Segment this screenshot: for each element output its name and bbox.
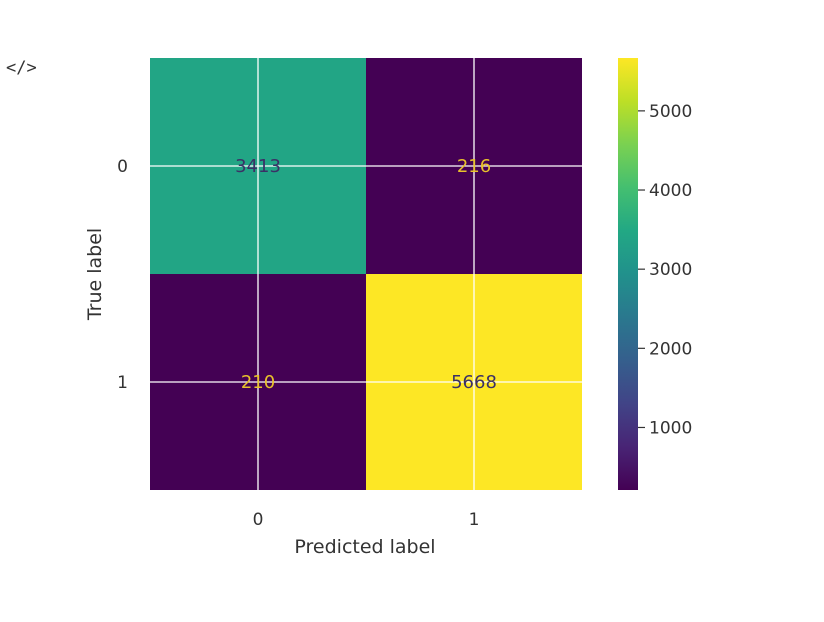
colorbar-tick-label: 3000 [649,260,692,280]
y-tick-label: 1 [117,373,128,393]
heatmap-cells [150,58,582,490]
colorbar-tick-label: 4000 [649,181,692,201]
code-icon[interactable]: </> [6,58,37,78]
x-tick-label: 0 [253,510,264,530]
grid-lines [150,58,582,490]
cell-labels: 3413 216 210 5668 [235,156,497,393]
y-tick-label: 0 [117,157,128,177]
x-axis-label: Predicted label [294,536,435,558]
y-axis-ticks: 01 [117,157,128,393]
cell-value-label: 3413 [235,156,281,177]
x-tick-label: 1 [469,510,480,530]
colorbar-tick-label: 5000 [649,102,692,122]
colorbar-ticks: 1000 2000 3000 4000 5000 [638,102,692,438]
cell-value-label: 5668 [451,372,497,393]
cell-value-label: 216 [457,156,491,177]
y-axis-label: True label [84,228,106,321]
cell-value-label: 210 [241,372,275,393]
colorbar-tick-label: 2000 [649,339,692,359]
colorbar-tick-label: 1000 [649,418,692,438]
colorbar [618,58,638,490]
